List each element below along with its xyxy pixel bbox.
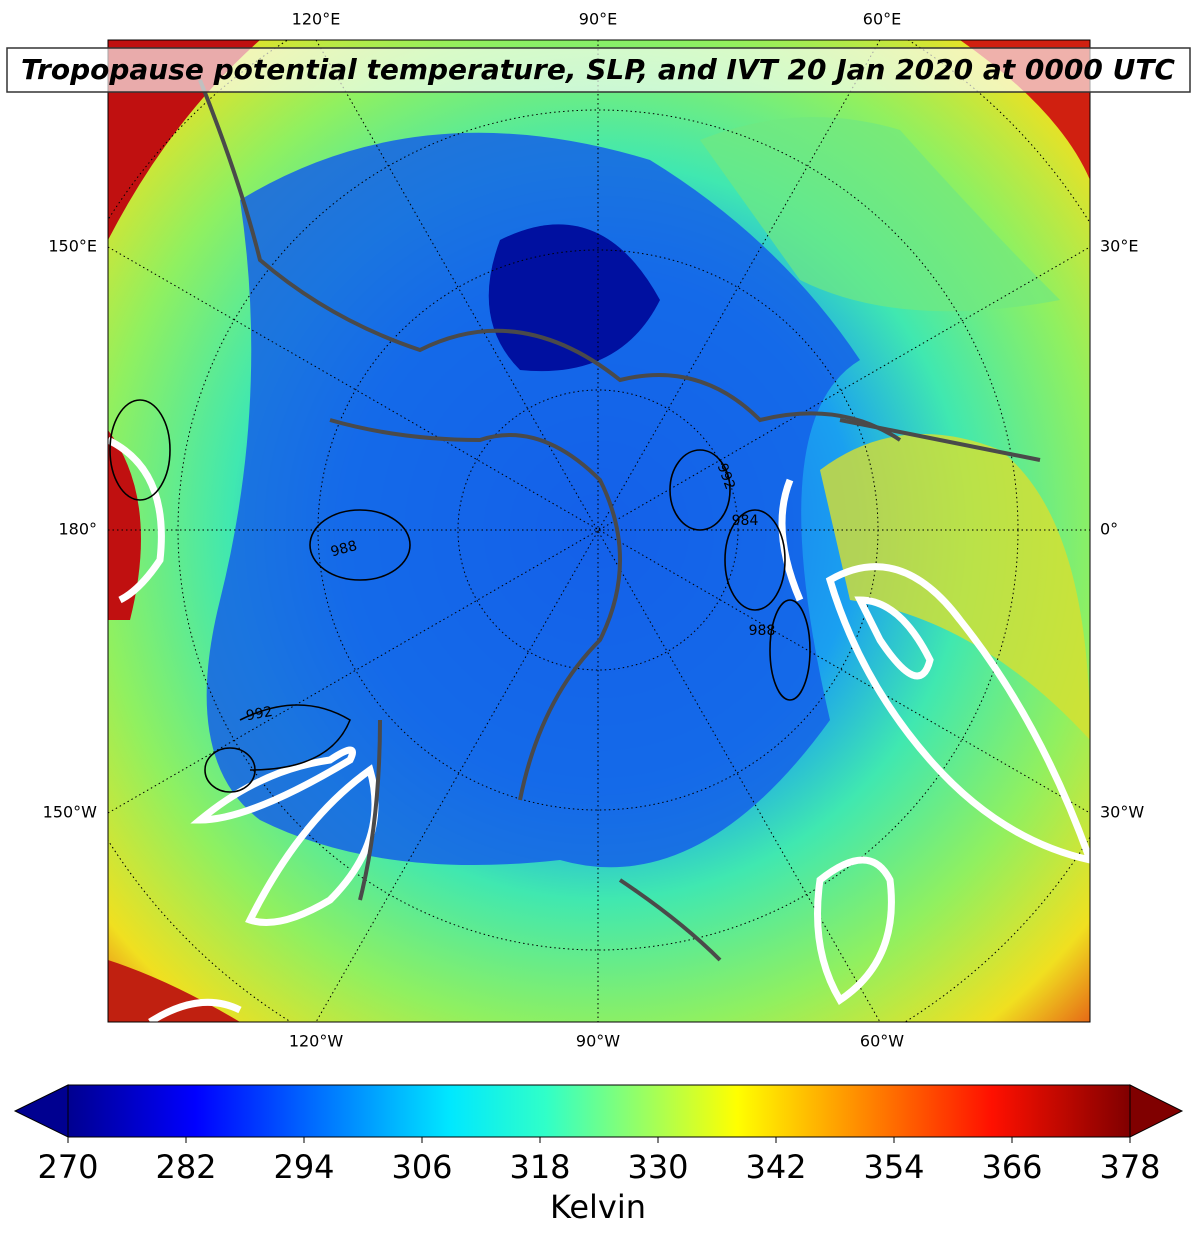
title: Tropopause potential temperature, SLP, a… bbox=[21, 53, 1175, 86]
longitude-label: 120°W bbox=[289, 1032, 344, 1051]
longitude-label: 60°E bbox=[863, 10, 901, 29]
map-frame bbox=[107, 39, 1091, 1023]
longitude-label: 30°E bbox=[1100, 237, 1138, 256]
slp-contours bbox=[109, 399, 811, 793]
longitude-label: 90°W bbox=[576, 1032, 620, 1051]
colorbar-tick-label: 354 bbox=[863, 1148, 924, 1186]
contour-label: 988 bbox=[749, 623, 776, 639]
longitude-label: 150°W bbox=[43, 803, 98, 822]
map-area bbox=[108, 40, 1090, 1022]
graticule bbox=[108, 40, 1090, 1022]
contour-label: 992 bbox=[245, 704, 274, 724]
colorbar-tick-label: 378 bbox=[1099, 1148, 1160, 1186]
colorbar-tick-label: 306 bbox=[391, 1148, 452, 1186]
contour-label: 984 bbox=[732, 513, 759, 529]
longitude-label: 180° bbox=[58, 520, 97, 539]
colorbar-tick-label: 366 bbox=[981, 1148, 1042, 1186]
longitude-label: 90°E bbox=[579, 10, 617, 29]
title-box bbox=[6, 47, 1191, 93]
colorbar bbox=[67, 1084, 1131, 1138]
longitude-label: 0° bbox=[1100, 520, 1118, 539]
colorbar-tick-label: 294 bbox=[273, 1148, 334, 1186]
longitude-label: 150°E bbox=[48, 237, 97, 256]
contour-label: 988 bbox=[329, 538, 359, 560]
colorbar-label: Kelvin bbox=[550, 1188, 646, 1226]
colorbar-tick-label: 282 bbox=[155, 1148, 216, 1186]
longitude-label: 60°W bbox=[860, 1032, 904, 1051]
longitude-label: 30°W bbox=[1100, 803, 1144, 822]
colorbar-tick-label: 330 bbox=[627, 1148, 688, 1186]
colorbar-min-extend bbox=[13, 1084, 69, 1138]
colorbar-max-extend bbox=[1129, 1084, 1184, 1138]
colorbar-tick-label: 318 bbox=[509, 1148, 570, 1186]
longitude-label: 120°E bbox=[292, 10, 341, 29]
colorbar-tick-label: 342 bbox=[745, 1148, 806, 1186]
colorbar-tick-label: 270 bbox=[37, 1148, 98, 1186]
coastlines bbox=[198, 79, 1041, 962]
